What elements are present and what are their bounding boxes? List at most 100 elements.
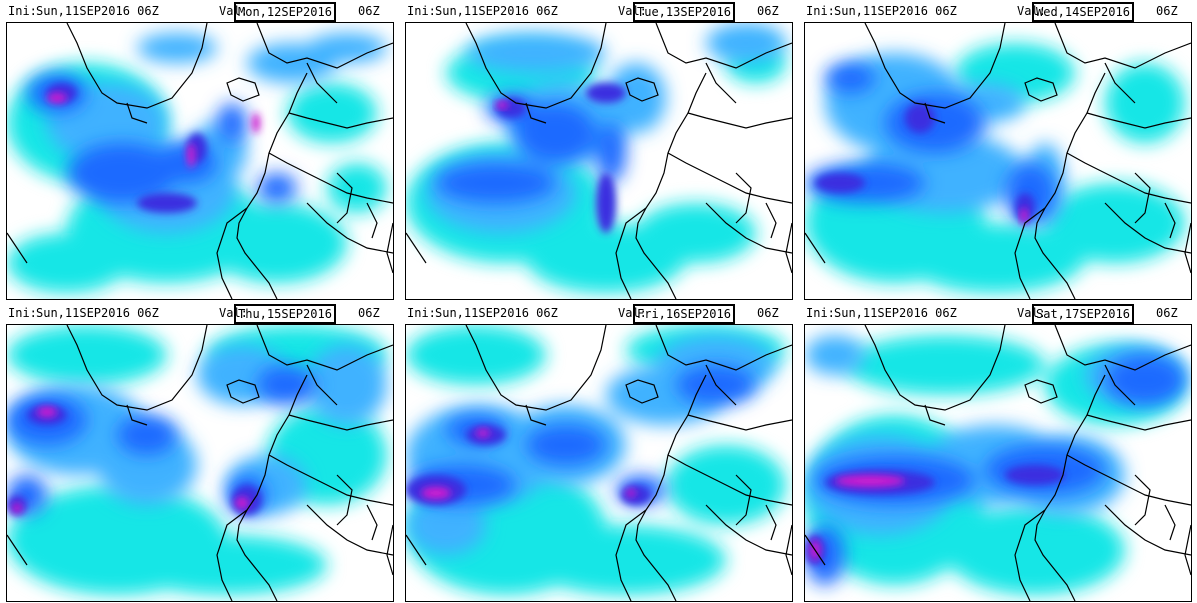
valid-label: Val: [1017, 4, 1046, 18]
coastline [236, 374, 308, 601]
coastline [1024, 77, 1058, 102]
coastline [1054, 23, 1191, 69]
coastline [705, 202, 792, 254]
coastline [66, 23, 208, 109]
precip-blob [636, 203, 756, 263]
forecast-map [6, 324, 394, 602]
coastline [406, 232, 427, 264]
precip-blob [845, 335, 1045, 395]
coastline [687, 112, 792, 129]
init-time: Sun,11SEP2016 06Z [36, 306, 159, 320]
coastline [705, 62, 737, 104]
precip-blob [7, 233, 127, 293]
coastline [268, 152, 393, 204]
coastline [1014, 207, 1046, 299]
coastline [1104, 62, 1136, 104]
coastline [1184, 222, 1191, 274]
precip-blob [905, 223, 1085, 293]
valid-date-box: Tue,13SEP2016 [633, 2, 735, 22]
precip-blob [157, 143, 217, 183]
coastline [525, 404, 547, 426]
coastline [1054, 325, 1191, 371]
precip-blob [1045, 183, 1185, 263]
precip-blob [12, 503, 22, 513]
precip-blob [307, 345, 387, 425]
precip-blob [706, 23, 786, 63]
precip-blob [252, 113, 260, 133]
precip-blob [1020, 208, 1028, 223]
forecast-map [804, 22, 1192, 300]
coastline [226, 77, 260, 102]
precip-blob [466, 33, 606, 73]
precip-blob [117, 415, 177, 455]
coastline [288, 414, 393, 431]
coastline [216, 509, 248, 601]
panel-header: Ini: Sun,11SEP2016 06Z Val: Mon,12SEP201… [6, 0, 401, 22]
ini-label: Ini: [806, 4, 835, 18]
coastline [667, 454, 792, 506]
map-canvas [805, 23, 1191, 299]
precip-blob [257, 173, 297, 203]
valid-hour: 06Z [358, 306, 380, 320]
forecast-map [6, 22, 394, 300]
coastline [226, 379, 260, 404]
valid-date-box: Fri,16SEP2016 [633, 304, 735, 324]
precip-blob [526, 525, 726, 595]
coastline [306, 504, 393, 556]
precip-blob [137, 33, 217, 63]
precip-blob [406, 495, 486, 555]
precip-blob [825, 63, 875, 93]
precip-field-layer [805, 335, 1185, 595]
valid-label: Val: [219, 306, 248, 320]
coastline [635, 72, 707, 299]
precip-blob [516, 103, 596, 163]
coastline [864, 23, 1006, 109]
valid-label: Val: [618, 4, 647, 18]
precip-blob [307, 33, 387, 63]
forecast-map [405, 22, 793, 300]
coastline [655, 23, 792, 69]
coastline [306, 62, 338, 104]
precip-blob [127, 535, 327, 595]
coastline [1024, 379, 1058, 404]
precip-magenta-layer [421, 429, 636, 499]
init-time: Sun,11SEP2016 06Z [435, 4, 558, 18]
precip-blob [526, 425, 606, 465]
coastline [1086, 414, 1191, 431]
precip-blob [885, 93, 985, 153]
panel-header: Ini: Sun,11SEP2016 06Z Val: Wed,14SEP201… [804, 0, 1197, 22]
coastline [1134, 172, 1151, 224]
coastline [1164, 504, 1176, 541]
coastline [366, 202, 378, 239]
precip-blob [257, 365, 317, 405]
precip-field-layer [805, 43, 1185, 293]
precip-blob [596, 173, 616, 233]
forecast-panel-2: Ini: Sun,11SEP2016 06Z Val: Tue,13SEP201… [405, 0, 793, 300]
panel-header: Ini: Sun,11SEP2016 06Z Val: Tue,13SEP201… [405, 0, 800, 22]
coastline [406, 534, 427, 566]
map-canvas [406, 325, 792, 601]
coastline [386, 524, 393, 576]
precip-blob [1105, 355, 1185, 405]
panel-header: Ini: Sun,11SEP2016 06Z Val: Fri,16SEP201… [405, 302, 800, 324]
ini-label: Ini: [806, 306, 835, 320]
coastline-layer [406, 23, 792, 299]
coastline [785, 524, 792, 576]
precip-blob [945, 505, 1125, 595]
coastline [306, 202, 393, 254]
coastline [785, 222, 792, 274]
coastline [1086, 112, 1191, 129]
coastline [687, 414, 792, 431]
coastline [735, 172, 752, 224]
coastline [705, 364, 737, 406]
init-time: Sun,11SEP2016 06Z [435, 306, 558, 320]
precip-blob [621, 485, 651, 505]
precip-blob [217, 103, 247, 143]
precip-blob [327, 163, 387, 213]
coastline [924, 404, 946, 426]
valid-date-box: Mon,12SEP2016 [234, 2, 336, 22]
coastline [336, 172, 353, 224]
precip-blob [1005, 465, 1065, 485]
map-canvas [406, 23, 792, 299]
coastline [615, 207, 647, 299]
